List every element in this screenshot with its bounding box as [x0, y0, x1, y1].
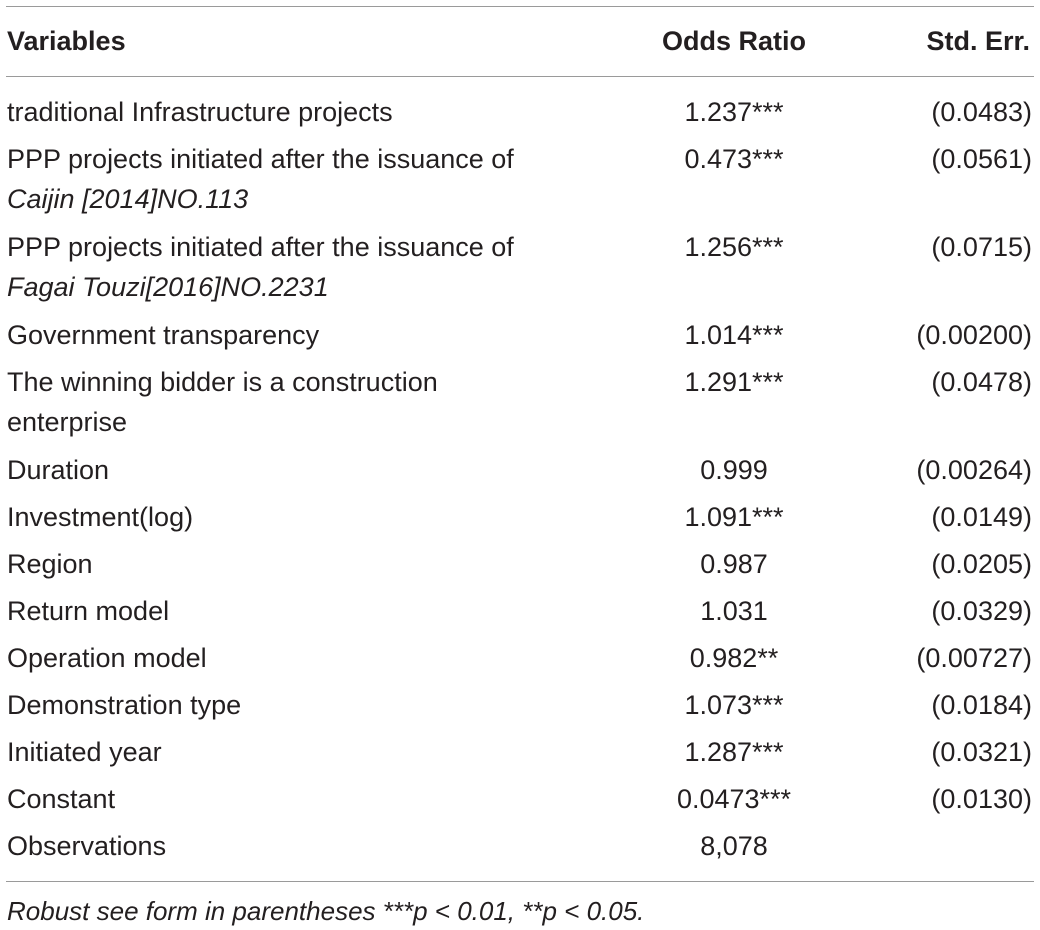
- table-row: traditional Infrastructure projects 1.23…: [0, 90, 1040, 137]
- odds-ratio-cell: 1.091***: [684, 502, 784, 532]
- variable-label: Investment(log): [7, 502, 194, 532]
- std-err-cell: (0.0184): [931, 690, 1032, 720]
- odds-ratio-cell: 1.073***: [684, 690, 784, 720]
- table-body: traditional Infrastructure projects 1.23…: [0, 90, 1040, 871]
- odds-ratio-cell: 0.0473***: [676, 784, 792, 814]
- variable-cell: Demonstration type: [7, 685, 567, 725]
- variable-cell: The winning bidder is a construction ent…: [7, 362, 567, 442]
- std-err-cell: (0.0321): [931, 737, 1032, 767]
- variable-cell: PPP projects initiated after the issuanc…: [7, 227, 567, 307]
- variable-label: PPP projects initiated after the issuanc…: [7, 144, 514, 174]
- table-row: PPP projects initiated after the issuanc…: [0, 225, 1040, 313]
- header-odds-ratio: Odds Ratio: [661, 26, 806, 56]
- variable-label: Region: [7, 549, 93, 579]
- variable-label: Demonstration type: [7, 690, 242, 720]
- odds-ratio-cell: 1.287***: [684, 737, 784, 767]
- variable-label: Government transparency: [7, 320, 320, 350]
- table-row: Initiated year 1.287*** (0.0321): [0, 730, 1040, 777]
- table-row: Observations 8,078: [0, 824, 1040, 871]
- variable-cell: Initiated year: [7, 732, 567, 772]
- table-row: Operation model 0.982** (0.00727): [0, 636, 1040, 683]
- variable-cell: PPP projects initiated after the issuanc…: [7, 139, 567, 219]
- odds-ratio-cell: 1.014***: [684, 320, 784, 350]
- variable-label: Initiated year: [7, 737, 162, 767]
- std-err-cell: (0.0715): [931, 232, 1032, 262]
- std-err-cell: (0.0205): [931, 549, 1032, 579]
- table-footnote: Robust see form in parentheses ***p < 0.…: [7, 896, 645, 926]
- table-row: Duration 0.999 (0.00264): [0, 448, 1040, 495]
- table-row: PPP projects initiated after the issuanc…: [0, 137, 1040, 225]
- table-row: Constant 0.0473*** (0.0130): [0, 777, 1040, 824]
- variable-label-document: Fagai Touzi[2016]NO.2231: [7, 272, 329, 302]
- odds-ratio-cell: 1.237***: [684, 97, 784, 127]
- table-bottom-rule: [6, 881, 1034, 882]
- variable-cell: Government transparency: [7, 315, 567, 355]
- std-err-cell: (0.00727): [916, 643, 1032, 673]
- variable-label: Observations: [7, 831, 167, 861]
- table-header-rule: [6, 76, 1034, 77]
- header-std-err: Std. Err.: [926, 26, 1030, 56]
- variable-label: Duration: [7, 455, 110, 485]
- odds-ratio-cell: 8,078: [700, 831, 768, 861]
- std-err-cell: (0.00200): [916, 320, 1032, 350]
- variable-label-continued: enterprise: [7, 407, 128, 437]
- variable-cell: Investment(log): [7, 497, 567, 537]
- variable-label: PPP projects initiated after the issuanc…: [7, 232, 514, 262]
- odds-ratio-cell: 1.256***: [684, 232, 784, 262]
- table-row: Investment(log) 1.091*** (0.0149): [0, 495, 1040, 542]
- variable-cell: Operation model: [7, 638, 567, 678]
- std-err-cell: (0.0329): [931, 596, 1032, 626]
- variable-label: Return model: [7, 596, 170, 626]
- variable-label: Constant: [7, 784, 116, 814]
- odds-ratio-cell: 0.999: [700, 455, 768, 485]
- std-err-cell: (0.0561): [931, 144, 1032, 174]
- odds-ratio-cell: 1.291***: [684, 367, 784, 397]
- variable-label: Operation model: [7, 643, 207, 673]
- table-row: Government transparency 1.014*** (0.0020…: [0, 313, 1040, 360]
- variable-label-document: Caijin [2014]NO.113: [7, 184, 249, 214]
- variable-label: The winning bidder is a construction: [7, 367, 438, 397]
- std-err-cell: (0.0483): [931, 97, 1032, 127]
- std-err-cell: (0.0149): [931, 502, 1032, 532]
- header-variables: Variables: [7, 26, 126, 56]
- odds-ratio-cell: 0.987: [700, 549, 768, 579]
- variable-cell: Region: [7, 544, 567, 584]
- table-row: The winning bidder is a construction ent…: [0, 360, 1040, 448]
- std-err-cell: (0.00264): [916, 455, 1032, 485]
- odds-ratio-cell: 1.031: [700, 596, 768, 626]
- odds-ratio-cell: 0.982**: [689, 643, 779, 673]
- table-header-row: Variables Odds Ratio Std. Err.: [0, 18, 1040, 66]
- table-top-rule: [6, 6, 1034, 7]
- table-row: Demonstration type 1.073*** (0.0184): [0, 683, 1040, 730]
- variable-cell: Constant: [7, 779, 567, 819]
- variable-cell: Observations: [7, 826, 567, 866]
- table-row: Region 0.987 (0.0205): [0, 542, 1040, 589]
- variable-label: traditional Infrastructure projects: [7, 97, 393, 127]
- std-err-cell: (0.0478): [931, 367, 1032, 397]
- variable-cell: Duration: [7, 450, 567, 490]
- odds-ratio-cell: 0.473***: [684, 144, 784, 174]
- table-row: Return model 1.031 (0.0329): [0, 589, 1040, 636]
- std-err-cell: (0.0130): [931, 784, 1032, 814]
- variable-cell: Return model: [7, 591, 567, 631]
- variable-cell: traditional Infrastructure projects: [7, 92, 567, 132]
